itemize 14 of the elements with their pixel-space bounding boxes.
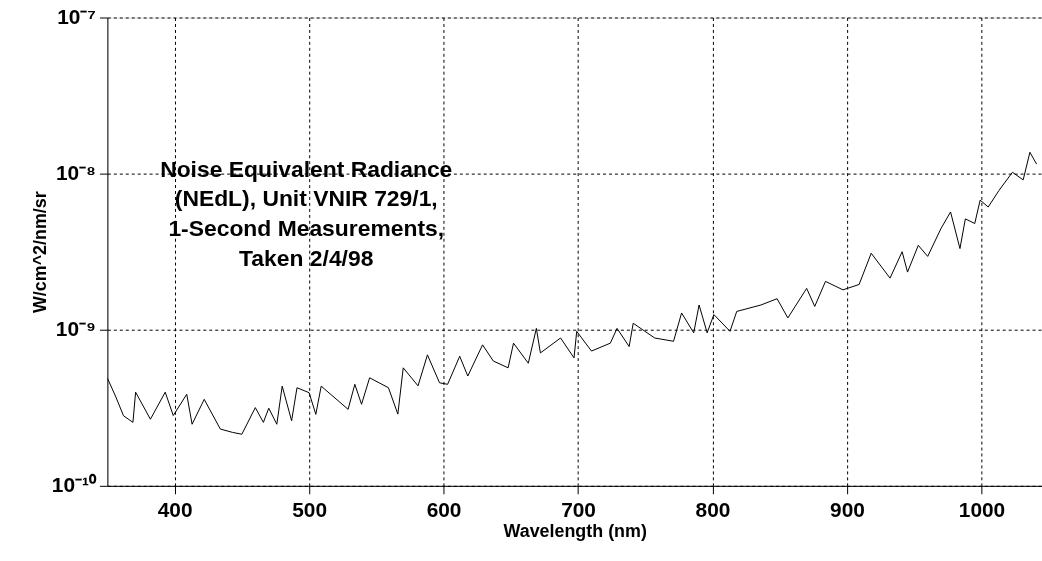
x-tick-label: 1000 xyxy=(958,498,1006,522)
x-tick-label: 900 xyxy=(830,498,865,522)
x-tick-label: 400 xyxy=(157,498,193,522)
y-tick-label: 10⁻¹⁰ xyxy=(51,473,97,497)
y-axis-title: W/cm^2/nm/sr xyxy=(29,191,50,314)
y-tick-label: 10⁻⁷ xyxy=(57,4,96,28)
x-tick-label: 800 xyxy=(695,498,731,522)
x-tick-label: 500 xyxy=(292,498,327,522)
text: Noise Equivalent Radiance (NEdL), Unit VNIR 729/1, 1-Second Measurements, Taken 2/4/98 xyxy=(160,155,453,272)
y-tick-label: 10⁻⁹ xyxy=(55,317,96,341)
x-axis-title: Wavelength (nm) xyxy=(503,521,647,542)
y-tick-label: 10⁻⁸ xyxy=(55,161,96,185)
x-tick-label: 700 xyxy=(561,498,596,522)
x-tick-label: 600 xyxy=(426,498,462,522)
